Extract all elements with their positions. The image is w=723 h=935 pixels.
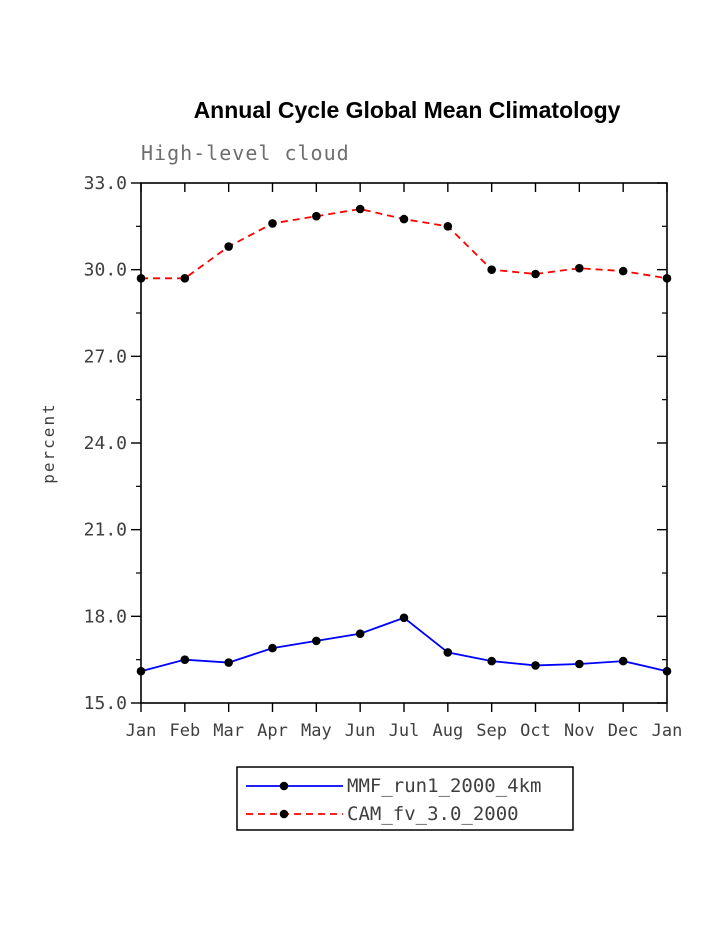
x-tick-label: Nov: [564, 721, 595, 741]
data-point: [575, 263, 584, 273]
y-tick-label: 18.0: [84, 606, 127, 627]
data-point: [618, 656, 628, 666]
data-point: [443, 648, 453, 657]
data-point: [312, 636, 321, 646]
x-tick-label: Jun: [345, 721, 376, 741]
data-point: [487, 656, 496, 666]
y-tick-label: 15.0: [84, 693, 127, 714]
data-point: [136, 274, 146, 283]
x-tick-label: Apr: [257, 721, 288, 741]
x-tick-label: Dec: [608, 721, 639, 741]
y-tick-label: 27.0: [84, 346, 127, 367]
data-point: [355, 204, 365, 214]
legend-label: MMF_run1_2000_4km: [347, 775, 541, 797]
data-point: [312, 211, 321, 221]
y-tick-label: 33.0: [84, 173, 127, 194]
data-point: [443, 222, 453, 231]
data-point: [487, 265, 496, 274]
legend-box: [236, 766, 574, 831]
data-point: [355, 629, 365, 638]
data-point: [399, 613, 409, 623]
data-point: [531, 661, 540, 670]
y-tick-label: 24.0: [84, 433, 127, 454]
data-point: [531, 269, 540, 279]
plot-frame: [140, 182, 668, 704]
x-tick-label: Jan: [652, 721, 683, 741]
legend-marker: [279, 809, 289, 819]
data-point: [662, 274, 672, 283]
x-tick-label: Sep: [476, 721, 507, 741]
data-point: [268, 219, 277, 228]
x-tick-label: Jul: [389, 721, 420, 741]
x-tick-label: Oct: [520, 721, 551, 741]
data-point: [575, 659, 584, 669]
data-point: [180, 655, 190, 664]
y-tick-label: 21.0: [84, 520, 127, 541]
data-point: [399, 214, 409, 224]
legend-marker: [279, 781, 289, 791]
plot-area: 15.0 18.0 21.0 24.0 27.0 30.0 33.0 Jan Feb Mar Apr…: [84, 173, 683, 741]
data-point: [224, 658, 233, 667]
data-point: [268, 643, 277, 653]
data-point: [224, 242, 233, 251]
y-axis-label: percent: [39, 402, 58, 483]
chart-subtitle: High-level cloud: [141, 141, 350, 165]
x-tick-label: Aug: [432, 721, 463, 741]
x-tick-label: May: [301, 721, 332, 741]
legend: MMF_run1_2000_4km CAM_fv_3.0_2000: [236, 766, 574, 831]
data-point: [618, 266, 628, 276]
chart-title: Annual Cycle Global Mean Climatology: [194, 97, 621, 123]
mmf-run1-line: [140, 616, 668, 673]
x-tick-label: Feb: [169, 721, 200, 741]
data-point: [180, 274, 190, 283]
legend-label: CAM_fv_3.0_2000: [347, 803, 519, 825]
data-point: [136, 666, 146, 676]
y-tick-label: 30.0: [84, 260, 127, 281]
x-tick-label: Jan: [126, 721, 157, 741]
data-point: [662, 666, 672, 676]
x-tick-label: Mar: [213, 721, 244, 741]
